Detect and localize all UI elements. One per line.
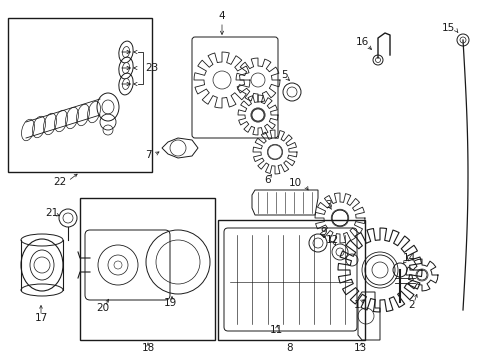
Ellipse shape (122, 78, 129, 89)
Text: 4: 4 (218, 11, 225, 21)
Text: 6: 6 (264, 175, 271, 185)
Text: 5: 5 (281, 70, 288, 80)
Bar (218, 220, 364, 340)
Text: 11: 11 (269, 325, 282, 335)
Text: 8: 8 (286, 343, 293, 353)
Text: 18: 18 (141, 343, 154, 353)
Text: 13: 13 (353, 343, 366, 353)
Ellipse shape (122, 63, 129, 73)
Text: 1: 1 (353, 300, 360, 310)
Text: 17: 17 (34, 313, 47, 323)
Text: 9: 9 (319, 227, 326, 237)
Text: 22: 22 (53, 177, 66, 187)
Text: 15: 15 (441, 23, 454, 33)
Bar (80, 198, 215, 340)
Text: 16: 16 (355, 37, 368, 47)
Ellipse shape (122, 46, 129, 58)
Text: 12: 12 (325, 235, 338, 245)
Text: 19: 19 (163, 298, 176, 308)
Text: 3: 3 (324, 200, 331, 210)
Text: 21: 21 (45, 208, 59, 218)
Text: 20: 20 (96, 303, 109, 313)
Text: 23: 23 (145, 63, 158, 73)
Text: 14: 14 (402, 253, 415, 263)
Bar (8, 18, 152, 172)
Text: 2: 2 (408, 300, 414, 310)
Text: 10: 10 (288, 178, 301, 188)
Text: 7: 7 (144, 150, 151, 160)
